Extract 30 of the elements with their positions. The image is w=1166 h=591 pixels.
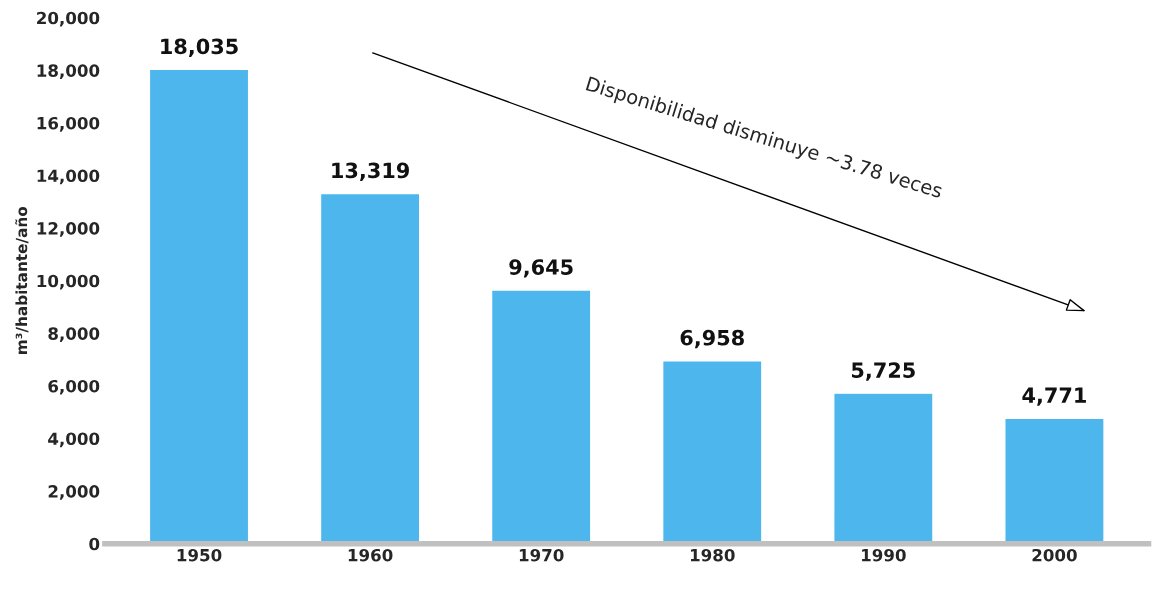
data-label: 13,319 — [332, 162, 409, 181]
y-axis-title: m³/habitante/año — [15, 206, 29, 354]
bar — [833, 392, 934, 544]
data-label: 18,035 — [161, 38, 238, 57]
x-tick-label: 1990 — [862, 548, 906, 562]
data-label: 6,958 — [680, 329, 744, 349]
x-tick-label: 1950 — [177, 548, 222, 562]
y-tick-label: 10,000 — [37, 274, 100, 290]
bar — [661, 360, 763, 544]
x-tick-label: 2000 — [1032, 548, 1077, 562]
y-tick-label: 14,000 — [37, 169, 100, 185]
y-tick-label: 20,000 — [37, 11, 100, 27]
bar — [148, 68, 250, 544]
y-tick-label: 0 — [89, 537, 100, 551]
y-tick-label: 2,000 — [48, 485, 100, 500]
x-tick-label: 1970 — [519, 548, 564, 562]
y-tick-label: 12,000 — [37, 222, 100, 237]
y-tick-label: 16,000 — [37, 116, 100, 132]
x-tick-label: 1960 — [348, 548, 393, 562]
y-tick-label: 8,000 — [48, 327, 100, 343]
data-label: 4,771 — [1022, 387, 1086, 406]
x-tick-label: 1980 — [690, 548, 735, 562]
data-label: 5,725 — [852, 362, 915, 381]
bar — [319, 192, 421, 544]
data-label: 9,645 — [509, 259, 573, 278]
bar — [490, 289, 592, 544]
y-tick-label: 6,000 — [48, 379, 100, 395]
y-tick-label: 4,000 — [48, 432, 100, 448]
bar — [1004, 417, 1105, 544]
y-tick-label: 18,000 — [37, 64, 100, 80]
